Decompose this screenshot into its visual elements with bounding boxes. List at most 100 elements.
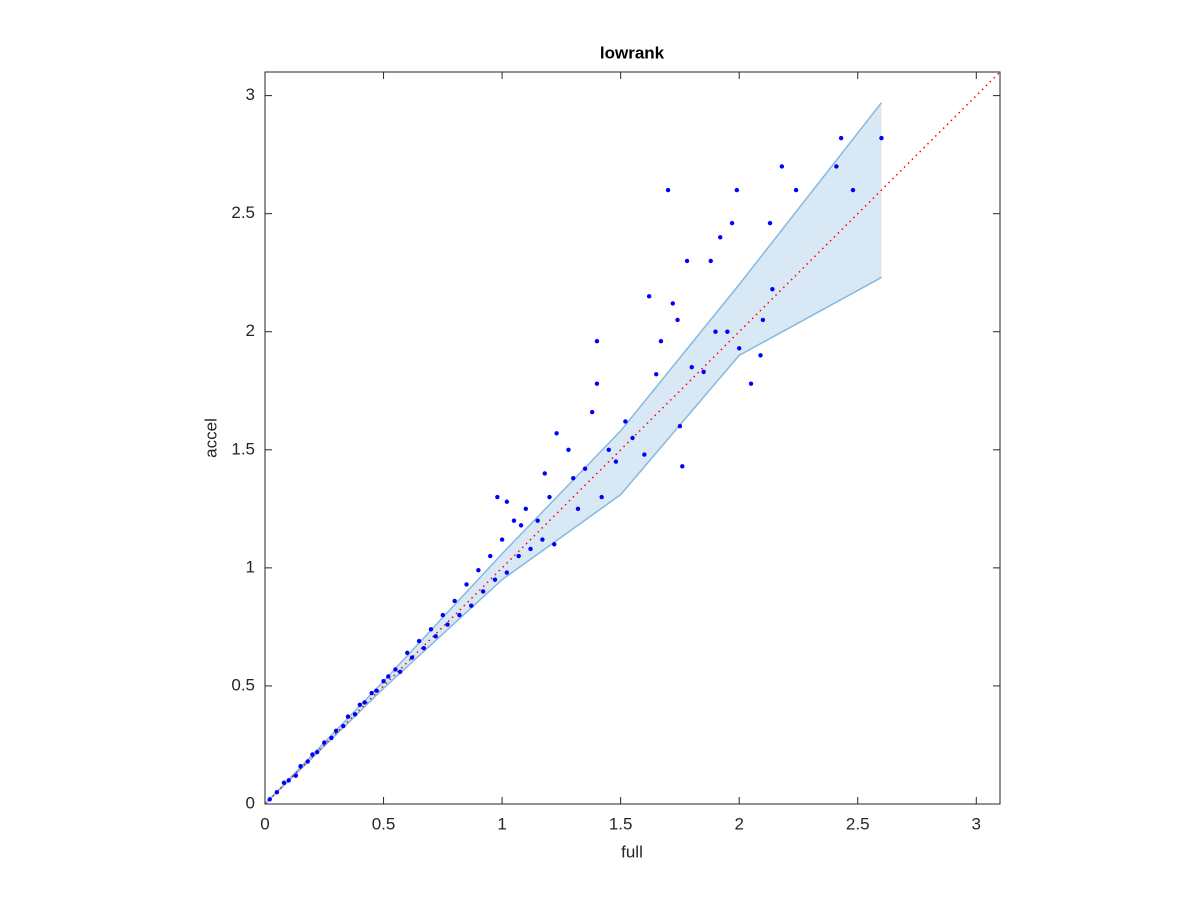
point <box>274 789 280 795</box>
point <box>684 258 690 264</box>
y-tick-label: 1.5 <box>231 439 255 458</box>
point <box>495 494 500 500</box>
point <box>421 645 427 651</box>
point <box>654 372 659 377</box>
point <box>516 553 521 559</box>
point <box>623 419 628 424</box>
point <box>767 220 773 226</box>
point <box>357 702 363 708</box>
point <box>374 688 379 693</box>
point <box>793 187 799 193</box>
point <box>528 546 533 552</box>
point <box>535 518 540 523</box>
point <box>658 338 664 344</box>
point <box>440 612 446 618</box>
point <box>713 329 718 334</box>
point <box>433 634 438 639</box>
point <box>333 728 339 733</box>
point <box>409 655 415 660</box>
point <box>736 346 742 351</box>
point <box>267 797 272 802</box>
point <box>665 187 671 193</box>
point <box>677 423 683 429</box>
point <box>504 499 510 504</box>
point <box>701 369 706 375</box>
point <box>397 669 403 674</box>
point <box>599 494 604 500</box>
point <box>779 164 785 169</box>
point <box>734 187 740 193</box>
x-tick-label: 2 <box>734 814 743 833</box>
point <box>770 287 775 292</box>
point <box>670 301 676 306</box>
point <box>708 258 713 264</box>
point <box>281 780 287 785</box>
y-tick-label: 3 <box>246 85 255 104</box>
point <box>286 778 291 783</box>
point <box>760 317 766 323</box>
point <box>464 582 469 587</box>
point <box>646 294 652 299</box>
point <box>341 723 346 729</box>
point <box>386 674 391 679</box>
point <box>594 381 600 386</box>
point <box>547 494 552 500</box>
point <box>310 752 315 757</box>
point <box>352 712 358 717</box>
y-tick-label: 0 <box>246 793 255 812</box>
point <box>293 773 299 778</box>
point <box>594 338 600 344</box>
y-tick-label: 0.5 <box>231 675 255 694</box>
point <box>416 638 422 644</box>
point <box>540 537 545 542</box>
x-tick-label: 0 <box>260 814 269 833</box>
point <box>606 447 611 453</box>
point <box>589 409 595 415</box>
y-tick-label: 2 <box>246 321 255 340</box>
point <box>369 690 374 696</box>
point <box>452 598 457 604</box>
point <box>381 679 386 684</box>
point <box>405 650 410 656</box>
y-tick-label: 1 <box>246 557 255 576</box>
x-tick-label: 3 <box>972 814 981 833</box>
point <box>680 464 685 469</box>
point <box>469 603 474 608</box>
point <box>675 317 680 323</box>
confidence-band <box>265 102 882 804</box>
point <box>329 735 334 741</box>
x-tick-label: 0.5 <box>372 814 396 833</box>
point <box>575 506 581 512</box>
y-tick-label: 2.5 <box>231 203 255 222</box>
y-axis-label: accel <box>201 418 220 458</box>
point <box>492 577 498 582</box>
point <box>523 506 529 512</box>
reference-line <box>264 71 1001 805</box>
point <box>725 329 730 334</box>
point <box>393 667 398 672</box>
x-tick-label: 1.5 <box>609 814 633 833</box>
point <box>504 570 510 575</box>
point <box>838 135 844 141</box>
point <box>480 589 486 594</box>
point <box>445 622 450 627</box>
point <box>542 471 547 476</box>
point <box>428 627 434 632</box>
point <box>499 537 505 542</box>
point <box>689 364 694 370</box>
point <box>362 700 367 705</box>
point <box>552 542 557 547</box>
point <box>511 518 517 523</box>
band-edge <box>264 276 882 805</box>
point <box>850 187 856 193</box>
band-edge <box>264 102 883 805</box>
point <box>488 553 493 559</box>
point <box>518 523 524 528</box>
point <box>630 435 635 441</box>
point <box>718 235 723 240</box>
point <box>566 447 571 453</box>
point <box>314 749 320 755</box>
point <box>322 740 327 745</box>
point <box>834 164 839 169</box>
